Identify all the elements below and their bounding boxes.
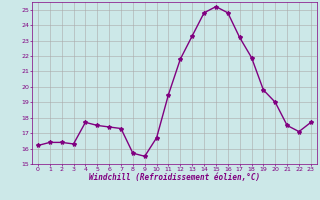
X-axis label: Windchill (Refroidissement éolien,°C): Windchill (Refroidissement éolien,°C) bbox=[89, 173, 260, 182]
